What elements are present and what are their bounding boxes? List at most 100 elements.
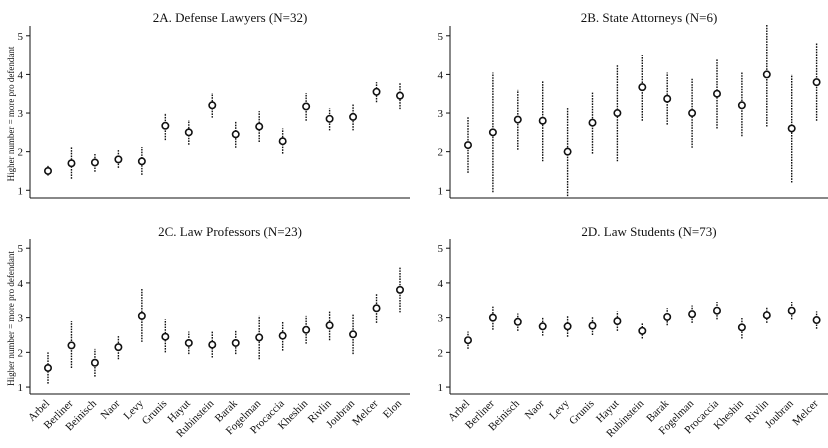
data-point <box>812 316 821 325</box>
data-point <box>638 83 647 92</box>
data-point <box>349 112 358 121</box>
data-point <box>688 109 697 118</box>
panel-2d: 2D. Law Students (N=73)12345ArbelBerline… <box>438 224 828 440</box>
y-tick-label: 4 <box>18 69 24 81</box>
y-tick-label: 2 <box>18 347 24 359</box>
data-point <box>737 101 746 110</box>
y-tick-label: 4 <box>438 69 444 81</box>
data-point <box>325 321 334 330</box>
y-tick-label: 3 <box>18 313 24 325</box>
data-point <box>67 159 76 168</box>
data-point <box>43 363 52 372</box>
data-point <box>302 325 311 334</box>
x-tick-label: Grunis <box>140 398 170 428</box>
data-point <box>231 130 240 139</box>
x-tick-label: Melcer <box>790 397 821 428</box>
data-point <box>137 311 146 320</box>
y-tick-label: 5 <box>18 243 24 255</box>
panel-title: 2A. Defense Lawyers (N=32) <box>153 10 308 25</box>
data-point <box>688 310 697 319</box>
y-tick-label: 1 <box>438 185 444 197</box>
y-tick-label: 4 <box>18 278 24 290</box>
y-tick-label: 2 <box>438 347 444 359</box>
y-axis-label: Higher number = more pro defendant <box>6 251 16 386</box>
data-point <box>787 306 796 315</box>
data-point <box>513 115 522 124</box>
data-point <box>161 332 170 341</box>
y-tick-label: 2 <box>18 147 24 159</box>
data-point <box>208 340 217 349</box>
data-point <box>762 311 771 320</box>
x-tick-label: Naor <box>98 397 122 421</box>
y-tick-label: 3 <box>438 313 444 325</box>
data-point <box>114 343 123 352</box>
panel-title: 2C. Law Professors (N=23) <box>158 224 302 239</box>
x-tick-label: Joubran <box>763 397 796 430</box>
data-point <box>184 128 193 137</box>
data-point <box>588 321 597 330</box>
x-tick-label: Naor <box>523 397 547 421</box>
data-point <box>161 121 170 130</box>
panel-2b: 2B. State Attorneys (N=6) 1 2 3 4 5 <box>438 10 828 199</box>
data-point <box>114 155 123 164</box>
x-tick-label: Grunis <box>567 398 597 428</box>
y-tick-label: 2 <box>438 147 444 159</box>
data-point <box>231 338 240 347</box>
data-point <box>463 141 472 150</box>
data-point <box>208 101 217 110</box>
data-point <box>812 78 821 87</box>
y-tick-label: 1 <box>18 185 24 197</box>
data-point <box>712 89 721 98</box>
y-tick-label: 3 <box>18 108 24 120</box>
y-tick-label: 5 <box>438 243 444 255</box>
data-point <box>663 94 672 103</box>
data-point <box>372 304 381 313</box>
y-tick-label: 5 <box>18 31 24 43</box>
data-point <box>372 87 381 96</box>
data-point <box>538 322 547 331</box>
data-point <box>255 333 264 342</box>
data-point <box>43 166 52 175</box>
panel-title: 2B. State Attorneys (N=6) <box>581 10 718 25</box>
data-point <box>325 114 334 123</box>
data-point <box>613 109 622 118</box>
x-tick-label: Elon <box>381 397 405 421</box>
x-tick-label: Melcer <box>350 397 381 428</box>
data-point <box>638 326 647 335</box>
data-point <box>463 336 472 345</box>
data-point <box>255 122 264 131</box>
data-point <box>737 323 746 332</box>
data-point <box>488 128 497 137</box>
data-point <box>278 331 287 340</box>
data-point <box>302 102 311 111</box>
data-point <box>563 322 572 331</box>
data-point <box>787 124 796 133</box>
data-point <box>90 358 99 367</box>
y-tick-label: 5 <box>438 31 444 43</box>
data-point <box>67 341 76 350</box>
data-point <box>563 147 572 156</box>
y-tick-label: 4 <box>438 278 444 290</box>
panel-title: 2D. Law Students (N=73) <box>581 224 716 239</box>
y-tick-label: 1 <box>18 382 24 394</box>
data-point <box>488 313 497 322</box>
data-point <box>90 158 99 167</box>
data-point <box>762 70 771 79</box>
data-point <box>712 306 721 315</box>
y-tick-label: 1 <box>438 382 444 394</box>
data-point <box>513 317 522 326</box>
data-point <box>395 285 404 294</box>
y-axis-label: Higher number = more pro defendant <box>6 46 16 181</box>
data-point <box>538 116 547 125</box>
data-point <box>588 118 597 127</box>
data-point <box>137 157 146 166</box>
data-point <box>184 338 193 347</box>
y-tick-label: 3 <box>438 108 444 120</box>
data-point <box>613 317 622 326</box>
data-point <box>278 137 287 146</box>
data-point <box>349 330 358 339</box>
data-point <box>395 91 404 100</box>
